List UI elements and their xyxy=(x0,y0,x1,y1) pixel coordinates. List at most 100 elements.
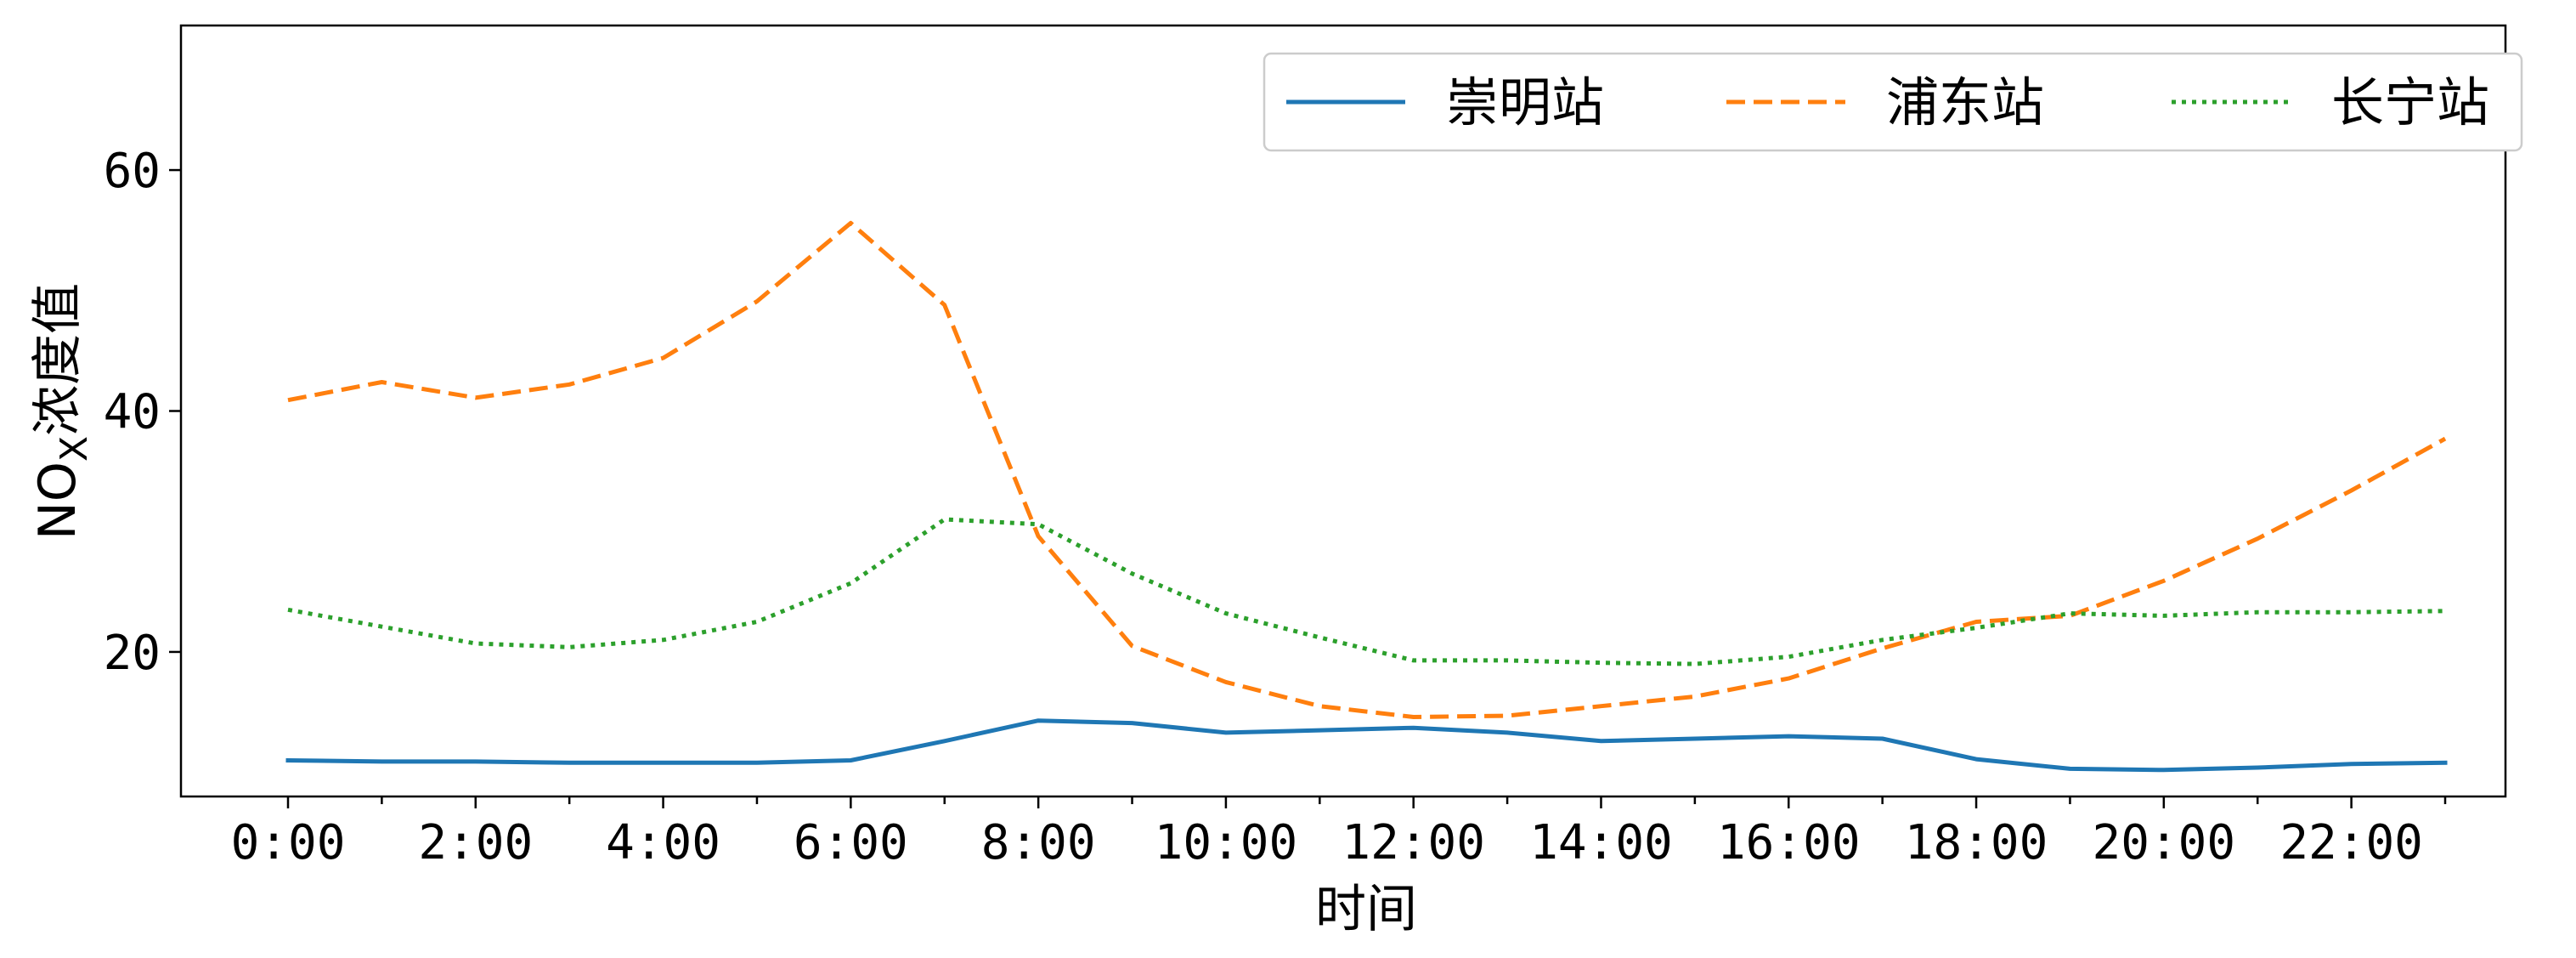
y-axis-title-main: NO xyxy=(28,462,88,540)
data-point-chongming-18 xyxy=(1974,757,1979,762)
data-point-pudong-16 xyxy=(1787,677,1791,681)
data-point-chongming-3 xyxy=(568,761,572,765)
x-tick-label: 16:00 xyxy=(1717,815,1861,870)
data-point-chongming-7 xyxy=(942,739,946,743)
x-tick-label: 4:00 xyxy=(606,815,720,870)
data-point-pudong-18 xyxy=(1974,620,1979,624)
x-tick-label: 6:00 xyxy=(794,815,908,870)
data-point-chongming-19 xyxy=(2068,767,2072,771)
x-tick-label: 0:00 xyxy=(231,815,346,870)
data-point-pudong-4 xyxy=(661,356,665,360)
series-line-pudong xyxy=(287,220,2447,719)
data-point-changning-1 xyxy=(380,625,384,629)
data-point-chongming-15 xyxy=(1692,737,1697,741)
y-axis-title-rest: 浓度值 xyxy=(28,283,88,436)
x-tick-label: 12:00 xyxy=(1342,815,1485,870)
legend: 崇明站 浦东站 长宁站 xyxy=(1263,52,2523,152)
data-point-chongming-4 xyxy=(661,761,665,765)
legend-label-changning: 长宁站 xyxy=(2331,71,2489,133)
data-point-chongming-21 xyxy=(2256,766,2260,770)
data-point-chongming-20 xyxy=(2161,768,2166,772)
data-point-changning-20 xyxy=(2161,614,2166,618)
legend-box xyxy=(1263,52,2523,152)
data-point-chongming-22 xyxy=(2349,762,2353,766)
x-tick-label: 10:00 xyxy=(1155,815,1298,870)
data-point-pudong-2 xyxy=(473,395,477,400)
data-point-pudong-1 xyxy=(380,380,384,384)
data-point-pudong-9 xyxy=(1130,643,1134,648)
data-point-changning-0 xyxy=(286,608,291,612)
data-point-pudong-13 xyxy=(1505,714,1510,718)
legend-label-chongming: 崇明站 xyxy=(1446,71,1604,133)
x-tick-label: 8:00 xyxy=(981,815,1096,870)
series-line-changning xyxy=(287,517,2446,666)
data-point-changning-7 xyxy=(942,518,946,522)
data-point-changning-6 xyxy=(849,581,853,586)
data-point-changning-8 xyxy=(1037,522,1041,526)
data-point-chongming-10 xyxy=(1223,730,1228,734)
data-point-pudong-15 xyxy=(1692,694,1697,699)
series-line-chongming xyxy=(285,718,2448,773)
y-tick-label: 40 xyxy=(104,385,161,440)
data-point-pudong-17 xyxy=(1880,646,1884,650)
data-point-changning-19 xyxy=(2068,611,2072,615)
data-point-pudong-5 xyxy=(755,299,760,303)
data-point-changning-11 xyxy=(1318,635,1322,639)
data-point-chongming-17 xyxy=(1880,737,1884,741)
data-point-pudong-21 xyxy=(2256,536,2260,541)
data-point-changning-18 xyxy=(1974,626,1979,630)
data-point-pudong-11 xyxy=(1318,704,1322,708)
data-point-chongming-23 xyxy=(2443,761,2448,765)
data-point-changning-5 xyxy=(755,620,760,624)
data-point-changning-22 xyxy=(2349,610,2353,615)
x-tick-label: 18:00 xyxy=(1905,815,2048,870)
data-point-chongming-2 xyxy=(473,759,477,763)
data-point-pudong-10 xyxy=(1223,680,1228,684)
data-point-pudong-8 xyxy=(1037,534,1041,538)
data-point-chongming-11 xyxy=(1318,728,1322,733)
series-layer xyxy=(285,220,2448,773)
legend-label-pudong: 浦东站 xyxy=(1886,71,2044,133)
data-point-changning-2 xyxy=(473,642,477,646)
x-tick-label: 14:00 xyxy=(1529,815,1673,870)
data-point-pudong-14 xyxy=(1599,704,1603,708)
data-point-changning-3 xyxy=(568,645,572,649)
y-tick-label: 60 xyxy=(104,144,161,199)
data-point-pudong-0 xyxy=(286,398,291,402)
y-tick-label: 20 xyxy=(104,626,161,681)
data-point-chongming-1 xyxy=(380,759,384,763)
data-point-pudong-20 xyxy=(2161,579,2166,583)
data-point-chongming-6 xyxy=(849,758,853,762)
data-point-chongming-9 xyxy=(1130,721,1134,725)
y-axis-title-subscript: X xyxy=(53,436,96,462)
data-point-chongming-16 xyxy=(1787,734,1791,739)
data-point-pudong-22 xyxy=(2349,489,2353,493)
data-point-changning-4 xyxy=(661,638,665,642)
x-axis-title: 时间 xyxy=(1315,880,1417,939)
data-point-changning-10 xyxy=(1223,611,1228,615)
data-point-changning-15 xyxy=(1692,662,1697,666)
data-point-chongming-8 xyxy=(1037,718,1041,723)
data-point-changning-9 xyxy=(1130,571,1134,575)
data-point-pudong-3 xyxy=(568,383,572,387)
data-point-changning-12 xyxy=(1411,658,1415,662)
x-tick-label: 22:00 xyxy=(2279,815,2423,870)
x-tick-label: 20:00 xyxy=(2093,815,2236,870)
data-point-changning-21 xyxy=(2256,610,2260,615)
data-point-pudong-12 xyxy=(1411,715,1415,719)
data-point-pudong-6 xyxy=(849,221,853,225)
data-point-chongming-14 xyxy=(1599,739,1603,743)
data-point-changning-23 xyxy=(2443,609,2448,613)
data-point-chongming-5 xyxy=(755,761,760,765)
y-axis: 20 40 60 xyxy=(104,144,181,681)
x-tick-label: 2:00 xyxy=(418,815,533,870)
data-point-changning-17 xyxy=(1880,638,1884,642)
data-point-pudong-7 xyxy=(942,303,946,307)
data-point-chongming-13 xyxy=(1505,730,1510,734)
data-point-changning-13 xyxy=(1505,658,1510,662)
data-point-changning-16 xyxy=(1787,655,1791,659)
data-point-pudong-23 xyxy=(2443,437,2448,441)
data-point-changning-14 xyxy=(1599,660,1603,665)
x-axis: 0:00 2:00 4:00 6:00 8:00 10:00 12:00 14:00 16:00… xyxy=(231,796,2447,870)
